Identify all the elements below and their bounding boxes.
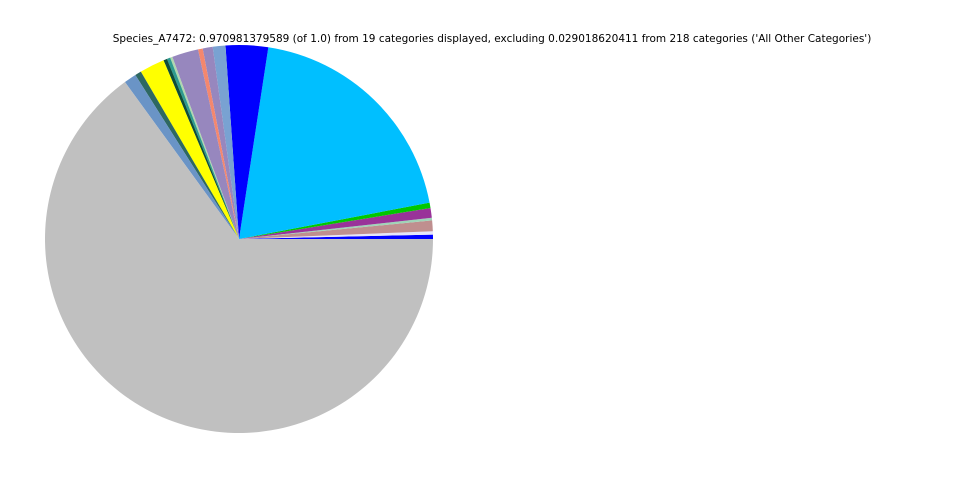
pie-slice-03-rosybrown xyxy=(239,220,433,239)
pie-slice-05-magenta xyxy=(239,207,432,239)
pie-slice-02-lavender xyxy=(239,231,433,239)
pie-slice-18-steelblue xyxy=(124,75,239,240)
pie-slice-12-mediumpurple xyxy=(172,49,239,239)
pie-slice-04-paleteal xyxy=(239,217,433,239)
pie-slice-10-mediumpurple xyxy=(202,46,239,239)
chart-title: Species_A7472: 0.970981379589 (of 1.0) f… xyxy=(112,33,872,45)
pie-slice-17-darkteal xyxy=(135,71,239,239)
pie-slice-15-darkgreen xyxy=(163,58,239,240)
pie-slice-16-yellow xyxy=(140,60,239,239)
pie-slice-07-deepskyblue xyxy=(239,47,430,240)
pie-slice-13-palegreen xyxy=(170,56,239,239)
pie-slice-09-cornflower xyxy=(212,45,239,239)
pie-slice-08-blue xyxy=(225,44,269,239)
pie-slice-14-teal xyxy=(166,57,239,239)
pie-slice-11-salmon xyxy=(198,48,239,239)
pie-slice-01-blue xyxy=(239,234,433,239)
pie-slice-19-gray-largest xyxy=(44,82,434,433)
pie-slice-06-green xyxy=(239,202,431,239)
